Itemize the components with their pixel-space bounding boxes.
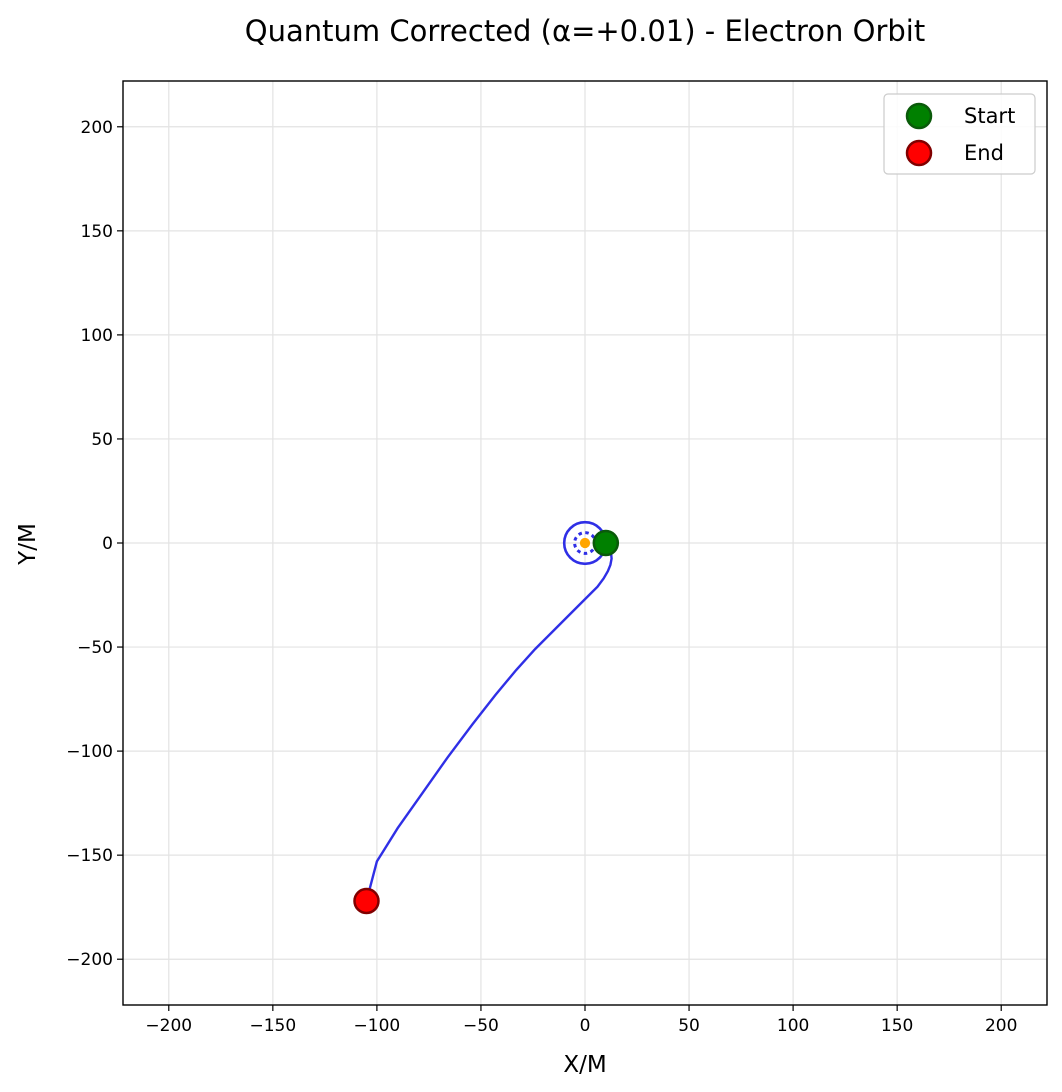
orbit-trajectory-line xyxy=(365,542,613,902)
y-tick-label: −200 xyxy=(66,950,113,970)
legend-end-swatch xyxy=(905,139,933,167)
y-tick-label: −150 xyxy=(66,846,113,866)
x-tick-label: 50 xyxy=(678,1016,700,1036)
x-tick-label: −100 xyxy=(354,1016,401,1036)
y-tick-label: 0 xyxy=(102,534,113,554)
chart-title: Quantum Corrected (α=+0.01) - Electron O… xyxy=(245,14,925,48)
x-tick-label: 200 xyxy=(985,1016,1017,1036)
x-tick-label: 0 xyxy=(580,1016,591,1036)
orbit-markers xyxy=(353,529,620,915)
legend-start-swatch xyxy=(905,102,933,130)
legend: Start End xyxy=(883,93,1036,175)
x-tick-label: 150 xyxy=(881,1016,913,1036)
start-marker xyxy=(592,529,620,557)
y-tick-label: 200 xyxy=(81,118,113,138)
x-tick-label: −50 xyxy=(463,1016,499,1036)
y-tick-label: −50 xyxy=(77,638,113,658)
legend-end-label: End xyxy=(964,141,1004,165)
y-tick-label: 150 xyxy=(81,222,113,242)
x-tick-label: 100 xyxy=(777,1016,809,1036)
central-core xyxy=(579,537,591,549)
x-tick-label: −150 xyxy=(249,1016,296,1036)
legend-start-label: Start xyxy=(964,104,1015,128)
x-tick-label: −200 xyxy=(145,1016,192,1036)
x-axis-label: X/M xyxy=(563,1052,606,1078)
y-tick-label: −100 xyxy=(66,742,113,762)
y-tick-label: 100 xyxy=(81,326,113,346)
y-tick-label: 50 xyxy=(91,430,113,450)
end-marker xyxy=(353,887,380,915)
axis-ticks: −200 −150 −100 −50 0 50 100 150 200 −200 −150 −100 −… xyxy=(66,118,1017,1036)
y-axis-label: Y/M xyxy=(15,523,41,566)
